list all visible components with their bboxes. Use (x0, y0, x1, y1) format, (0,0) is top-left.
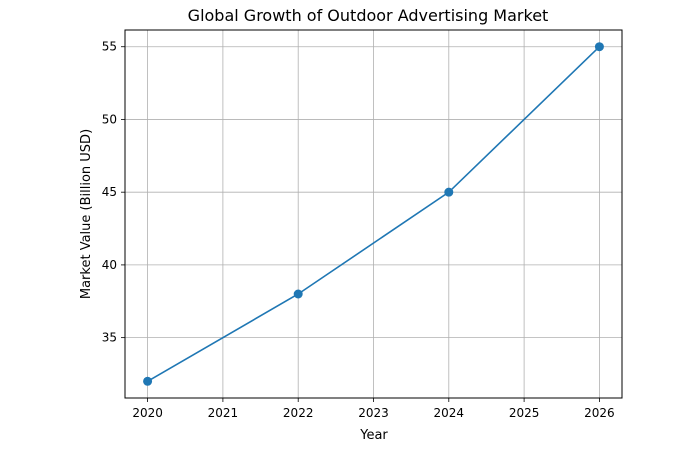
x-tick-label: 2020 (132, 406, 163, 420)
x-tick-label: 2024 (434, 406, 465, 420)
y-tick-label: 35 (102, 331, 117, 345)
data-point-marker (143, 376, 153, 386)
data-point-marker (594, 42, 604, 52)
x-tick-label: 2022 (283, 406, 314, 420)
y-axis-ticks: 35 40 45 50 55 (102, 40, 125, 345)
data-point-marker (293, 289, 303, 299)
y-tick-label: 40 (102, 258, 117, 272)
x-tick-label: 2026 (584, 406, 615, 420)
x-axis-label: Year (359, 428, 388, 443)
series-line (147, 46, 600, 382)
y-tick-label: 50 (102, 112, 117, 126)
x-axis-ticks: 2020 2021 2022 2023 2024 2025 2026 (132, 398, 615, 420)
data-point-marker (444, 187, 454, 197)
y-tick-label: 45 (102, 185, 117, 199)
y-axis-label: Market Value (Billion USD) (79, 129, 94, 299)
data-series (143, 42, 604, 386)
x-tick-label: 2023 (358, 406, 389, 420)
x-tick-label: 2025 (509, 406, 540, 420)
x-tick-label: 2021 (208, 406, 239, 420)
y-tick-label: 55 (102, 40, 117, 54)
chart-title: Global Growth of Outdoor Advertising Mar… (188, 6, 549, 25)
grid-lines (125, 30, 622, 398)
